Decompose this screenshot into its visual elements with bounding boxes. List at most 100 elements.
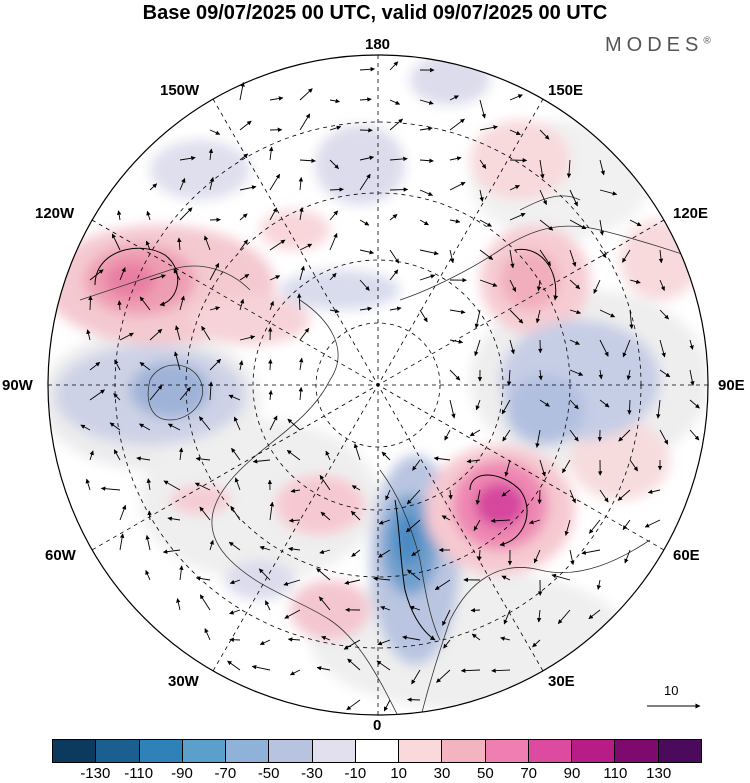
wind-vector (509, 184, 520, 191)
wind-vector (409, 605, 421, 611)
wind-vector (449, 309, 466, 315)
colorbar-tick-label: -10 (344, 765, 367, 782)
wind-vector (569, 399, 579, 410)
wind-vector (411, 669, 421, 685)
wind-vector (509, 212, 526, 221)
lon-label-30w: 30W (168, 673, 199, 690)
wind-vector (443, 639, 451, 649)
wind-vector (319, 475, 331, 491)
wind-vector (629, 459, 639, 472)
wind-vector (569, 429, 579, 442)
wind-vector (536, 279, 542, 292)
wind-vector (252, 459, 271, 464)
wind-vector (539, 459, 546, 477)
wind-vector (269, 239, 286, 251)
wind-vector (89, 389, 105, 401)
wind-vector (299, 327, 310, 341)
wind-vector (89, 269, 104, 281)
wind-vector (299, 207, 304, 221)
wind-vector (449, 181, 466, 191)
wind-vector (536, 609, 542, 623)
wind-vector (377, 549, 391, 558)
wind-vector (449, 399, 456, 419)
wind-vector (659, 339, 666, 358)
wind-vector (381, 451, 391, 461)
wind-vector (145, 534, 151, 551)
wind-vector (689, 339, 694, 350)
wind-vector (119, 533, 125, 551)
colorbar-tick-label: -110 (124, 765, 154, 782)
wind-vector (167, 423, 181, 431)
wind-vector (199, 506, 211, 521)
wind-vector (316, 666, 331, 671)
wind-vector (298, 177, 304, 191)
wind-vector (290, 488, 301, 494)
wind-vector (350, 510, 361, 521)
wind-vector (229, 579, 241, 585)
brand-registered-mark: ® (703, 35, 711, 47)
wind-vector (359, 66, 376, 72)
wind-vector (89, 450, 94, 461)
wind-vector (329, 308, 340, 314)
wind-vector (239, 298, 245, 311)
wind-vector (318, 596, 331, 611)
wind-vector (551, 573, 571, 581)
wind-vector (377, 639, 391, 646)
wind-vector (347, 658, 361, 671)
wind-vector (167, 516, 181, 521)
wind-vector (504, 459, 511, 477)
wind-vector (419, 158, 434, 163)
wind-vector (147, 510, 152, 521)
wind-vector (564, 519, 571, 536)
wind-vector (283, 579, 301, 586)
wind-vector (325, 450, 331, 461)
lon-label-0: 0 (373, 717, 382, 734)
lon-label-150e: 150E (548, 82, 584, 99)
wind-vector (145, 240, 151, 251)
wind-vector (320, 511, 331, 521)
wind-vector (234, 477, 241, 491)
wind-vector (449, 369, 461, 381)
wind-vector (343, 639, 361, 650)
wind-vector (227, 660, 241, 671)
wind-vector-field (80, 61, 700, 712)
wind-vector (329, 125, 342, 131)
wind-vector (380, 605, 391, 611)
wind-vector (475, 399, 481, 411)
wind-vector (351, 485, 361, 491)
reference-vector-label: 10 (664, 683, 679, 698)
colorbar-tick-label: 50 (476, 765, 494, 782)
wind-vector (533, 549, 541, 564)
wind-vector (149, 274, 166, 281)
wind-vector (569, 279, 581, 290)
wind-vector (469, 429, 481, 437)
wind-vector (581, 549, 601, 555)
wind-vector (588, 519, 601, 534)
wind-vector (419, 99, 434, 105)
wind-vector (351, 549, 361, 557)
colorbar-bin (658, 740, 701, 762)
wind-vector (383, 699, 391, 712)
colorbar-bin (182, 740, 227, 762)
wind-vector (434, 579, 451, 591)
wind-vector (412, 459, 421, 471)
wind-vector (599, 249, 607, 258)
wind-vector (269, 207, 278, 221)
wind-vector (449, 218, 461, 224)
wind-vector (566, 159, 572, 179)
wind-vector (419, 274, 436, 281)
wind-vector (449, 95, 459, 101)
wind-vector (209, 129, 221, 135)
wind-vector (136, 456, 151, 461)
wind-vector (329, 187, 344, 192)
wind-vector (532, 639, 541, 648)
wind-vector (689, 369, 695, 386)
wind-vector (111, 233, 121, 251)
colorbar-bin (615, 740, 659, 762)
wind-vector (509, 94, 523, 101)
wind-vector (535, 429, 541, 448)
wind-vector (402, 635, 421, 641)
wind-vector (500, 636, 511, 641)
wind-vector (419, 126, 433, 131)
